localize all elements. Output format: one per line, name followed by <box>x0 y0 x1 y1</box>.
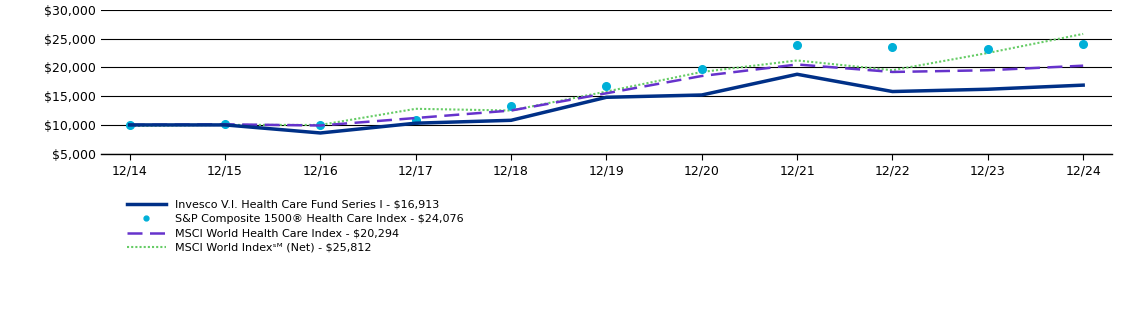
Legend: Invesco V.I. Health Care Fund Series I - $16,913, S&P Composite 1500® Health Car: Invesco V.I. Health Care Fund Series I -… <box>127 199 464 253</box>
